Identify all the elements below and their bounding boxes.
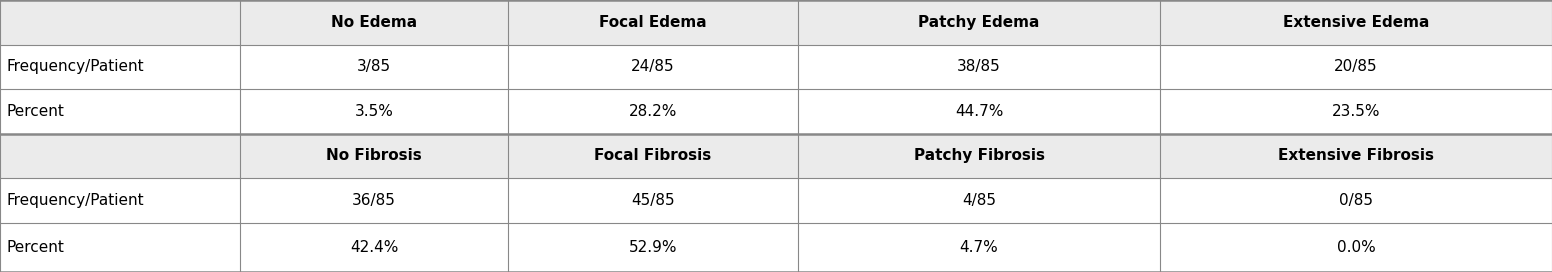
Bar [508, 89, 798, 134]
Bar [0, 89, 241, 134]
Bar [508, 45, 798, 89]
Text: 44.7%: 44.7% [954, 104, 1003, 119]
Text: Focal Fibrosis: Focal Fibrosis [594, 148, 712, 163]
Text: 3.5%: 3.5% [354, 104, 394, 119]
Bar [0, 178, 241, 222]
Bar [241, 178, 508, 222]
Bar [1159, 0, 1552, 45]
Text: 4.7%: 4.7% [959, 240, 998, 255]
Bar [1159, 45, 1552, 89]
Text: 38/85: 38/85 [958, 59, 1001, 74]
Text: 20/85: 20/85 [1335, 59, 1378, 74]
Bar [0, 222, 241, 272]
Text: 28.2%: 28.2% [629, 104, 677, 119]
Text: Patchy Fibrosis: Patchy Fibrosis [914, 148, 1044, 163]
Text: 3/85: 3/85 [357, 59, 391, 74]
Text: 36/85: 36/85 [352, 193, 396, 208]
Bar [798, 45, 1159, 89]
Text: 4/85: 4/85 [962, 193, 996, 208]
Bar [0, 0, 241, 45]
Bar [0, 134, 241, 178]
Bar [1159, 178, 1552, 222]
Bar [508, 178, 798, 222]
Bar [508, 222, 798, 272]
Bar [241, 134, 508, 178]
Text: Frequency/Patient: Frequency/Patient [6, 59, 144, 74]
Text: No Edema: No Edema [331, 15, 417, 30]
Bar [798, 222, 1159, 272]
Bar [1159, 222, 1552, 272]
Text: 23.5%: 23.5% [1332, 104, 1380, 119]
Text: Extensive Edema: Extensive Edema [1284, 15, 1429, 30]
Text: Extensive Fibrosis: Extensive Fibrosis [1277, 148, 1434, 163]
Bar [1159, 89, 1552, 134]
Text: 42.4%: 42.4% [349, 240, 399, 255]
Bar [241, 222, 508, 272]
Text: Focal Edema: Focal Edema [599, 15, 706, 30]
Bar [1159, 134, 1552, 178]
Bar [798, 134, 1159, 178]
Text: Patchy Edema: Patchy Edema [919, 15, 1040, 30]
Text: 52.9%: 52.9% [629, 240, 677, 255]
Bar [508, 0, 798, 45]
Text: 0.0%: 0.0% [1336, 240, 1375, 255]
Text: 45/85: 45/85 [632, 193, 675, 208]
Bar [241, 89, 508, 134]
Text: No Fibrosis: No Fibrosis [326, 148, 422, 163]
Bar [0, 45, 241, 89]
Bar [798, 0, 1159, 45]
Bar [508, 134, 798, 178]
Text: Percent: Percent [6, 240, 64, 255]
Bar [241, 45, 508, 89]
Text: Frequency/Patient: Frequency/Patient [6, 193, 144, 208]
Text: 24/85: 24/85 [632, 59, 675, 74]
Bar [798, 178, 1159, 222]
Bar [798, 89, 1159, 134]
Text: 0/85: 0/85 [1339, 193, 1374, 208]
Bar [241, 0, 508, 45]
Text: Percent: Percent [6, 104, 64, 119]
